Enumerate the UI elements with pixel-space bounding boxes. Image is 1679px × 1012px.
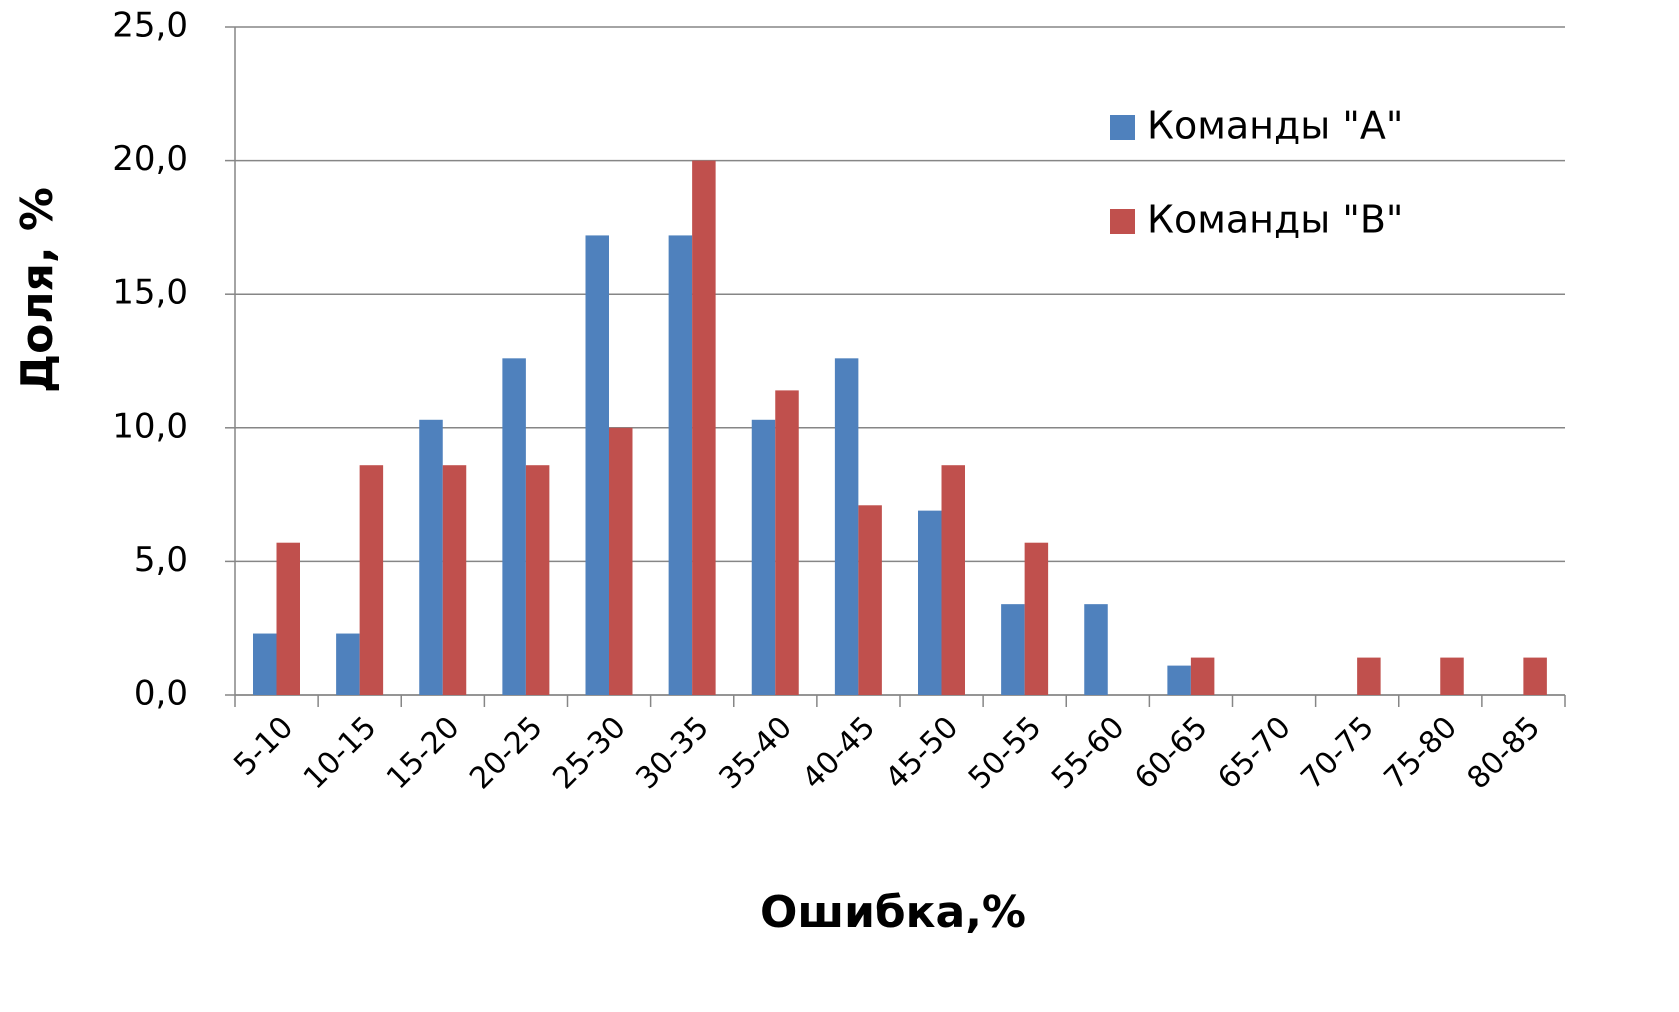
bar	[1440, 657, 1464, 695]
x-tick-label: 5-10	[227, 710, 300, 783]
legend-swatch	[1110, 209, 1135, 234]
y-tick-label: 5,0	[134, 540, 188, 580]
bar	[1357, 657, 1381, 695]
x-tick-label: 20-25	[463, 710, 549, 796]
y-tick-label: 20,0	[112, 139, 188, 179]
x-tick-label: 15-20	[380, 710, 466, 796]
bar	[692, 160, 716, 696]
x-tick-label: 80-85	[1461, 710, 1547, 796]
x-tick-label: 50-55	[962, 710, 1048, 796]
x-tick-label: 30-35	[629, 710, 715, 796]
bar	[1523, 657, 1547, 695]
bar	[668, 235, 693, 695]
bar	[336, 633, 360, 695]
bar	[1167, 665, 1191, 695]
legend-swatch	[1110, 115, 1135, 140]
bar	[1190, 657, 1215, 695]
x-tick-label: 60-65	[1128, 710, 1214, 796]
bar	[858, 505, 882, 695]
bar	[775, 390, 799, 695]
y-tick-label: 15,0	[112, 273, 188, 313]
y-tick-label: 0,0	[134, 674, 188, 714]
y-tick-label: 25,0	[112, 6, 188, 46]
bar	[359, 465, 384, 695]
y-axis-title: Доля, %	[12, 187, 63, 393]
bar	[751, 419, 776, 695]
x-tick-label: 75-80	[1378, 710, 1464, 796]
legend-label: Команды "B"	[1147, 198, 1403, 242]
x-tick-label: 25-30	[546, 710, 632, 796]
x-tick-label: 10-15	[297, 710, 383, 796]
bar	[1024, 542, 1049, 695]
bar	[609, 427, 633, 695]
bar	[525, 465, 550, 695]
bar	[1084, 604, 1108, 695]
bar	[918, 510, 942, 695]
bar	[585, 235, 609, 695]
x-tick-label: 45-50	[879, 710, 965, 796]
legend-label: Команды "A"	[1147, 104, 1403, 148]
x-tick-label: 35-40	[713, 710, 799, 796]
x-tick-label: 40-45	[796, 710, 882, 796]
bar	[502, 358, 526, 695]
bar	[276, 542, 300, 695]
bar	[834, 358, 859, 695]
bar	[253, 633, 277, 695]
bar	[419, 419, 443, 695]
x-tick-label: 70-75	[1294, 710, 1380, 796]
bar	[442, 465, 467, 695]
y-tick-label: 10,0	[112, 406, 188, 446]
x-axis-title: Ошибка,%	[760, 887, 1026, 938]
x-tick-label: 65-70	[1211, 710, 1297, 796]
x-tick-label: 55-60	[1045, 710, 1131, 796]
bar	[1001, 604, 1025, 695]
bar	[941, 465, 965, 695]
